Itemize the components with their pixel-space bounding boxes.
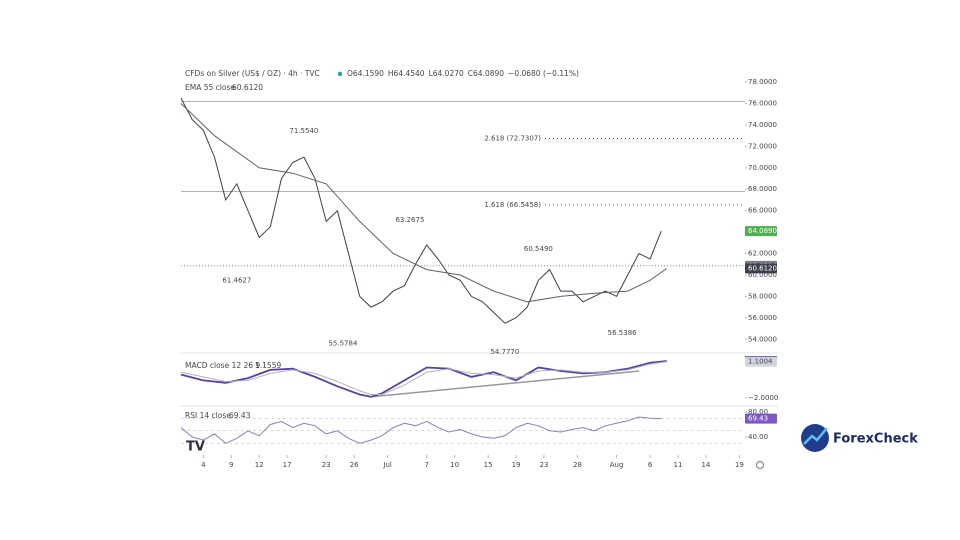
x-tick-label: 9: [229, 461, 233, 469]
quote-item: −0.0680 (−0.11%): [508, 69, 579, 78]
macd-title: MACD close 12 26 9: [185, 361, 260, 370]
y-tick-label: 58.0000: [748, 292, 777, 300]
macd-value: 1.1559: [255, 361, 281, 370]
series-line: [180, 361, 667, 395]
icon-circle: [756, 461, 764, 469]
y-tick-label: 56.0000: [748, 314, 777, 322]
y-tick-label: 66.0000: [748, 207, 777, 215]
quote-item: C64.0890: [468, 69, 504, 78]
rsi-value: 69.43: [229, 411, 251, 420]
x-tick-label: 28: [573, 461, 582, 469]
series-line: [180, 416, 662, 444]
y-tick-label: 74.0000: [748, 121, 777, 129]
y-tick-label: 70.0000: [748, 164, 777, 172]
price-annotation: 61.4627: [222, 276, 251, 284]
price-annotation: 56.5386: [608, 329, 637, 337]
status-dot: [337, 71, 343, 77]
rsi-title: RSI 14 close: [185, 411, 231, 420]
brand-name: ForexCheck: [833, 432, 918, 447]
price-tag: [745, 226, 777, 237]
y-tick-label: 40.00: [748, 433, 768, 441]
y-tick-label: 80.00: [748, 408, 768, 416]
fib-label: 2.618 (72.7307): [484, 135, 541, 143]
y-tick-label: 68.0000: [748, 185, 777, 193]
x-tick-label: 17: [283, 461, 292, 469]
settings-icon[interactable]: [756, 461, 764, 469]
y-tick-label: 62.0000: [748, 250, 777, 258]
x-tick-label: 4: [201, 461, 206, 469]
tv-logo: TV: [186, 440, 205, 455]
fib-label: 1.618 (66.5458): [484, 201, 541, 209]
x-tick-label: Aug: [610, 461, 624, 469]
price-annotation: 55.5784: [328, 339, 357, 347]
price-annotation: 71.5540: [289, 127, 318, 135]
x-tick-label: 10: [450, 461, 459, 469]
x-tick-label: 14: [701, 461, 710, 469]
logo-arrow: [803, 427, 828, 445]
x-tick-label: 23: [322, 461, 331, 469]
price-tag-label: 69.43: [748, 415, 768, 423]
price-annotation: 63.2675: [395, 216, 424, 224]
x-tick-label: 19: [735, 461, 744, 469]
y-tick-label: −2.0000: [748, 394, 778, 402]
ema-value: 60.6120: [232, 83, 263, 92]
y-tick-label: 76.0000: [748, 100, 777, 108]
x-tick-label: 15: [484, 461, 493, 469]
x-tick-label: 19: [512, 461, 521, 469]
x-tick-label: 26: [350, 461, 359, 469]
y-tick-label: 78.0000: [748, 78, 777, 86]
quote-item: L64.0270: [429, 69, 464, 78]
chart-title: CFDs on Silver (US$ / OZ) · 4h · TVC: [185, 69, 320, 78]
x-tick-label: 7: [424, 461, 428, 469]
ema-title: EMA 55 close: [185, 83, 235, 92]
quote-item: O64.1590: [347, 69, 384, 78]
y-tick-label: 72.0000: [748, 142, 777, 150]
x-tick-label: Jul: [382, 461, 392, 469]
price-tag: [745, 263, 777, 274]
price-tag-label: 1.1004: [748, 358, 773, 366]
price-tag-label: 64.0890: [748, 227, 777, 235]
price-annotation: 54.7770: [490, 348, 519, 356]
series-line: [180, 103, 668, 303]
y-tick-label: 54.0000: [748, 335, 777, 343]
quote: O64.1590 H64.4540 L64.0270 C64.0890 −0.0680 …: [347, 69, 579, 78]
price-tag-label: 60.6120: [748, 264, 777, 272]
trendline: [370, 370, 639, 398]
x-tick-label: 23: [540, 461, 549, 469]
x-tick-label: 12: [255, 461, 264, 469]
series-line: [180, 97, 662, 324]
price-annotation: 60.5490: [524, 245, 553, 253]
price-tag: [745, 356, 777, 367]
brand-logo: ForexCheck: [801, 424, 918, 452]
series-line: [180, 360, 667, 398]
x-tick-label: 11: [674, 461, 683, 469]
quote-item: H64.4540: [388, 69, 425, 78]
x-tick-label: 6: [648, 461, 653, 469]
y-tick-label: 60.0000: [748, 271, 777, 279]
price-tag: [745, 413, 777, 424]
